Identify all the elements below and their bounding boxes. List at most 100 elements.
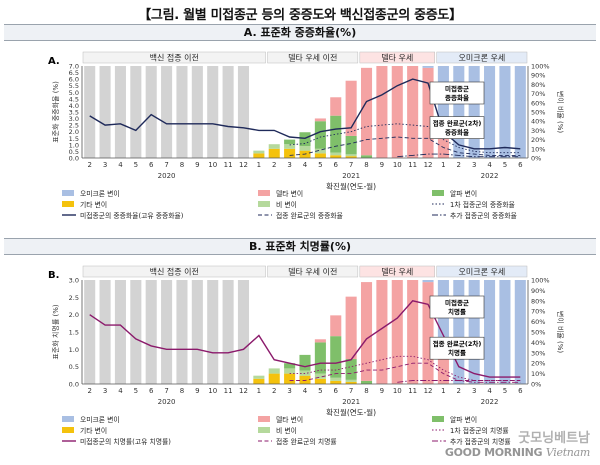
variant-bar-delta [330,97,342,116]
variant-bar-delta [407,280,419,384]
variant-bar-delta [360,67,373,156]
legend-item: 오미크론 변이 [62,189,120,198]
variant-bar-beta [345,379,357,382]
period-header: 델타 우세 이전 [267,51,359,64]
y-tick-label: 1.5 [69,135,79,143]
legend-item: 1차 접종군의 치명률 [432,426,509,435]
variant-bar-pre [191,66,203,158]
y2-tick-label: 0% [531,155,541,163]
x-tick-label: 1 [257,161,261,169]
variant-bar-alpha [299,354,311,371]
legend-item: 델타 변이 [258,189,303,198]
x-tick-label: 7 [164,161,168,169]
period-header-label: 오미크론 우세 [459,268,506,277]
y-tick-label: 1.0 [69,346,79,354]
x-tick-label: 6 [149,161,154,169]
legend-label: 델타 변이 [276,189,303,198]
annotation-label-line: 중증화율 [445,128,469,137]
x-tick-label: 7 [164,387,168,395]
legend-label: 접종 완료군의 중증화율 [276,211,343,220]
y2-tick-label: 10% [531,370,545,378]
period-header-box [436,51,528,64]
x-tick-label: 5 [318,387,322,395]
variant-bar-beta [253,375,265,379]
legend-item: 델타 변이 [258,415,303,424]
x-tick-label: 6 [518,161,523,169]
legend-item: 알파 변이 [432,415,477,424]
variant-bar-pre [161,66,173,158]
period-header-box [82,51,266,64]
period-header: 오미크론 우세 [436,265,528,278]
y2-tick-label: 50% [531,109,545,117]
legend-label: 추가 접종군의 치명률 [450,437,511,446]
annotation: 접종 완료군(2차)중증화율 [429,116,485,139]
variant-bar-beta [345,154,357,157]
x-tick-label: 6 [334,387,339,395]
period-header-label: 백신 접종 이전 [150,53,199,63]
legend-item: 미접종군의 중증화율(고유 중증화율) [62,211,184,220]
y-tick-label: 4.5 [69,95,79,103]
x-tick-label: 4 [303,161,308,169]
variant-bar-pre [114,66,126,158]
legend-label: 알파 변이 [450,415,477,424]
variant-bar-delta [391,280,403,384]
variant-bar-other [299,375,311,384]
x-tick-label: 8 [364,161,368,169]
legend-swatch [62,201,74,207]
annotation-label-line: 접종 완료군(2차) [433,339,482,348]
x-tick-label: 9 [195,161,199,169]
variant-bar-pre [99,66,111,158]
x-tick-label: 4 [487,387,492,395]
y-tick-label: 5.5 [69,82,79,90]
legend-item: 추가 접종군의 치명률 [432,437,511,446]
variant-bar-other [345,381,357,384]
y-tick-label: 4.0 [69,102,79,110]
y2-tick-label: 20% [531,360,545,368]
legend-swatch [258,416,270,422]
x-tick-label: 2 [87,387,91,395]
variant-bar-omicron [484,66,496,158]
y-tick-label: 0.0 [69,155,79,163]
variant-bar-beta [314,148,326,154]
period-header: 오미크론 우세 [436,51,528,64]
period-header-box [359,265,435,278]
y2-tick-label: 80% [531,81,545,89]
annotation-label-line: 치명률 [448,348,466,357]
x-tick-label: 12 [424,161,433,169]
variant-bar-other [268,373,280,384]
period-header-label: 델타 우세 [381,268,413,277]
legend-item: 접종 완료군의 중증화율 [258,211,343,220]
legend-label: 델타 변이 [276,415,303,424]
variant-bar-delta [407,66,419,158]
chart-fatality: B. 백신 접종 이전 델타 우세 이전 델타 우세 오미크론 우세 0.0 0.5 1.0 1… [48,265,565,446]
variant-bar-delta [437,342,449,384]
legend-swatch [432,416,444,422]
variant-bar-delta [422,282,434,384]
variant-bar-beta [330,152,342,156]
y-axis-title-right: 변이 비율 (%) [556,91,565,134]
variant-bar-pre [130,66,142,158]
variant-bar-beta [268,144,280,149]
legend-label: 미접종군의 중증화율(고유 중증화율) [80,211,184,220]
x-year-label: 2022 [481,398,499,406]
x-year-label: 2020 [158,398,176,406]
variant-bar-omicron [422,66,434,68]
y2-tick-label: 30% [531,349,545,357]
variant-bar-pre [176,280,188,384]
period-header-box [267,265,359,278]
variant-bar-pre [237,280,250,384]
y-tick-label: 7.0 [69,63,79,71]
variant-bar-beta [314,373,326,379]
variant-bar-pre [161,280,173,384]
variant-bar-other [268,148,280,158]
x-tick-label: 10 [393,387,402,395]
variant-bar-alpha [314,121,326,149]
variant-bar-pre [84,280,96,384]
variant-bar-delta [360,282,373,381]
x-tick-label: 4 [118,387,123,395]
y-axis-title-left: 표준화 치명률 (%) [51,304,60,359]
y2-tick-label: 10% [531,145,545,153]
period-header: 백신 접종 이전 [82,51,266,64]
period-header-label: 백신 접종 이전 [150,267,199,277]
variant-bar-pre [84,66,96,158]
